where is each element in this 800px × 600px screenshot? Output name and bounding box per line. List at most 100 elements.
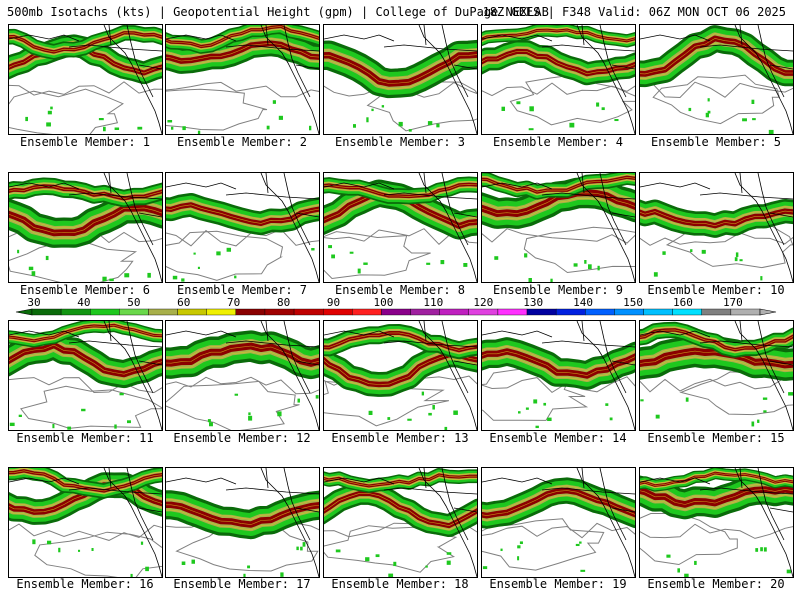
height-contour-in-jet [640, 350, 793, 366]
height-contour-in-jet [640, 470, 793, 484]
ensemble-member-label: Ensemble Member: 10 [647, 283, 785, 297]
height-contour-in-jet [482, 345, 635, 371]
isotach-speck [440, 260, 445, 265]
geopotential-height-contour [9, 377, 162, 394]
colorbar-tick-label: 50 [127, 296, 140, 309]
isotach-speck [786, 569, 792, 574]
colorbar-tick-label: 40 [77, 296, 90, 309]
member-map-canvas [9, 25, 162, 134]
geopotential-height-contour [640, 523, 793, 539]
coastline [769, 507, 793, 513]
height-contour-in-jet [640, 494, 793, 511]
isotach-speck [535, 425, 539, 429]
isotach-speck [524, 253, 528, 258]
isotach-speck [519, 541, 523, 545]
coastline [482, 477, 553, 485]
isotach-speck [297, 398, 300, 403]
coastline [260, 321, 319, 430]
isotach-speck [662, 251, 666, 255]
coastline [640, 182, 711, 190]
isotach-speck [234, 393, 239, 396]
coastline [769, 64, 793, 70]
isotach-speck [569, 122, 575, 128]
member-map-canvas [482, 321, 635, 430]
geopotential-height-contour [482, 522, 635, 539]
colorbar-swatch [381, 308, 411, 316]
coastline [423, 321, 427, 342]
colorbar-swatch [730, 308, 761, 316]
coastline [453, 64, 477, 70]
ensemble-member-label: Ensemble Member: 4 [492, 135, 624, 149]
ensemble-member-label: Ensemble Member: 7 [176, 283, 308, 297]
height-contour-in-jet [482, 176, 635, 193]
isotach-speck [751, 99, 755, 104]
height-contour-in-jet [166, 509, 319, 531]
height-contour-in-jet [9, 489, 162, 518]
isotach-speck [529, 106, 534, 112]
isotach-speck [47, 540, 52, 545]
member-map-canvas [9, 173, 162, 282]
colorbar-swatch [643, 308, 673, 316]
colorbar-tick-label: 140 [573, 296, 593, 309]
isotach-speck [601, 107, 605, 111]
coastline [599, 173, 627, 246]
isotach-speck [296, 546, 299, 551]
member-map-canvas [166, 468, 319, 577]
coastline [739, 468, 743, 489]
member-map-canvas [166, 321, 319, 430]
isotach-speck [91, 548, 94, 551]
member-map-canvas [482, 25, 635, 134]
coastline [699, 487, 793, 495]
geopotential-height-contour [523, 226, 635, 274]
coastline [576, 25, 635, 134]
isotach-speck [147, 272, 151, 278]
isotach-speck [707, 110, 711, 114]
member-map-canvas [324, 321, 477, 430]
coastline [581, 173, 585, 194]
isotach-speck [207, 419, 211, 423]
isotach-speck [739, 259, 743, 262]
ensemble-member-map [323, 467, 478, 578]
isotach-speck [311, 248, 315, 251]
member-map-canvas [9, 468, 162, 577]
isotach-speck [375, 554, 380, 558]
coastline [9, 182, 80, 190]
coastline [9, 477, 80, 485]
height-contour-in-jet [324, 54, 477, 84]
height-contour-in-jet [324, 493, 477, 527]
colorbar-swatch [90, 308, 120, 316]
isotach-speck [357, 268, 361, 274]
coastline [138, 212, 162, 218]
member-map-canvas [166, 25, 319, 134]
ensemble-member-map [639, 24, 794, 135]
isotach-speck [436, 123, 440, 128]
coastline [138, 64, 162, 70]
ensemble-member-map [165, 467, 320, 578]
isotach-speck [191, 559, 195, 564]
isotach-speck [517, 545, 521, 549]
height-contour-in-jet [9, 327, 162, 344]
coastline [599, 468, 627, 541]
ensemble-member-map [8, 172, 163, 283]
height-contour-in-jet [166, 504, 319, 525]
coastline [283, 321, 311, 394]
height-contour-in-jet [324, 474, 477, 487]
height-contour-in-jet [640, 38, 793, 75]
coastline [324, 182, 395, 190]
geopotential-height-contour [175, 524, 319, 572]
isotach-speck [167, 120, 173, 123]
height-contour-in-jet [640, 332, 793, 353]
isotach-speck [103, 126, 106, 132]
height-contour-in-jet [640, 356, 793, 372]
height-contour-in-jet [482, 174, 635, 190]
isotach-speck [335, 549, 341, 553]
isotach-speck [226, 247, 232, 252]
coastline [418, 321, 477, 430]
geopotential-height-contour [166, 230, 284, 281]
ensemble-member-label: Ensemble Member: 15 [647, 431, 785, 445]
coastline [441, 173, 469, 246]
coastline [68, 487, 162, 495]
coastline [599, 321, 627, 394]
geopotential-height-contour [166, 81, 319, 98]
isotach-speck [398, 121, 403, 127]
